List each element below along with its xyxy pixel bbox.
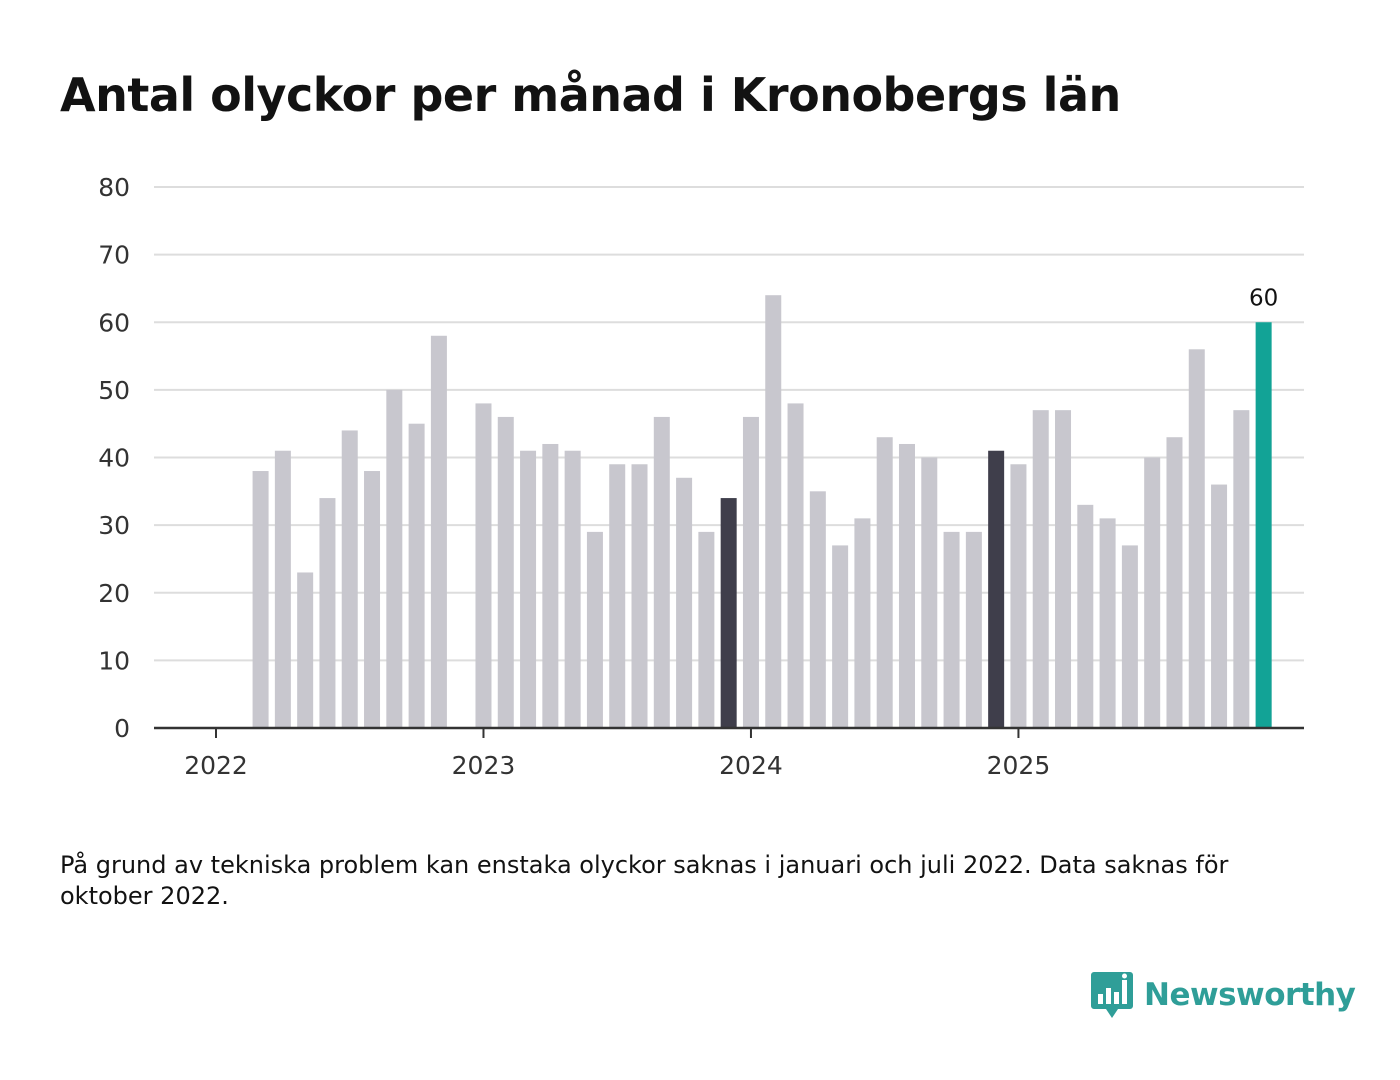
bar xyxy=(876,437,893,728)
bar xyxy=(1188,349,1205,728)
bar xyxy=(898,443,915,728)
y-tick-label: 0 xyxy=(114,714,130,743)
bar xyxy=(1010,464,1027,728)
bar xyxy=(475,403,492,728)
bar xyxy=(1211,484,1228,728)
bar xyxy=(742,416,759,728)
y-tick-label: 40 xyxy=(98,444,130,473)
bar xyxy=(364,471,381,728)
bar xyxy=(854,518,871,728)
bar xyxy=(988,450,1005,728)
bar xyxy=(965,531,982,728)
bar xyxy=(1144,457,1161,728)
footnote: På grund av tekniska problem kan enstaka… xyxy=(60,851,1229,910)
y-tick-label: 20 xyxy=(98,579,130,608)
bar xyxy=(520,450,537,728)
bar xyxy=(1166,437,1183,728)
x-tick-label: 2024 xyxy=(719,751,783,780)
bar-chart: 0 10 20 30 40 50 60 70 80 60 2022 2023 2024 2025 xyxy=(98,173,1304,780)
bar xyxy=(609,464,626,728)
brand-name: Newsworthy xyxy=(1144,977,1356,1013)
data-label: 60 xyxy=(1249,285,1278,311)
bar xyxy=(297,572,314,728)
y-tick-label: 80 xyxy=(98,173,130,202)
y-tick-label: 70 xyxy=(98,241,130,270)
bar xyxy=(832,545,849,728)
bar xyxy=(1121,545,1138,728)
x-tick-label: 2025 xyxy=(987,751,1051,780)
chart-title: Antal olyckor per månad i Kronobergs län xyxy=(60,68,1121,122)
bar xyxy=(943,531,960,728)
bar xyxy=(341,430,358,728)
bar xyxy=(1233,410,1250,728)
bar xyxy=(252,471,269,728)
bar-latest xyxy=(1255,322,1272,728)
bar xyxy=(720,498,737,728)
bar xyxy=(274,450,291,728)
brand-logo: Newsworthy xyxy=(1090,970,1356,1020)
bar xyxy=(1055,410,1072,728)
bar xyxy=(765,295,782,728)
bar xyxy=(319,498,336,728)
bar xyxy=(586,531,603,728)
bar xyxy=(809,491,826,728)
bar xyxy=(386,389,403,728)
bar xyxy=(698,531,715,728)
x-tick-label: 2022 xyxy=(184,751,248,780)
y-tick-label: 10 xyxy=(98,646,130,675)
newsworthy-logo-icon xyxy=(1091,972,1133,1018)
bar xyxy=(631,464,648,728)
bar xyxy=(1077,504,1094,728)
bar xyxy=(542,443,559,728)
bar xyxy=(408,423,425,728)
y-tick-label: 60 xyxy=(98,308,130,337)
bar xyxy=(787,403,804,728)
bar xyxy=(497,416,514,728)
bar xyxy=(564,450,581,728)
bar xyxy=(1099,518,1116,728)
y-tick-label: 50 xyxy=(98,376,130,405)
x-tick-label: 2023 xyxy=(452,751,516,780)
bar xyxy=(1032,410,1049,728)
bar xyxy=(921,457,938,728)
bar xyxy=(430,335,447,728)
y-tick-label: 30 xyxy=(98,511,130,540)
bar xyxy=(676,477,693,728)
bar xyxy=(653,416,670,728)
